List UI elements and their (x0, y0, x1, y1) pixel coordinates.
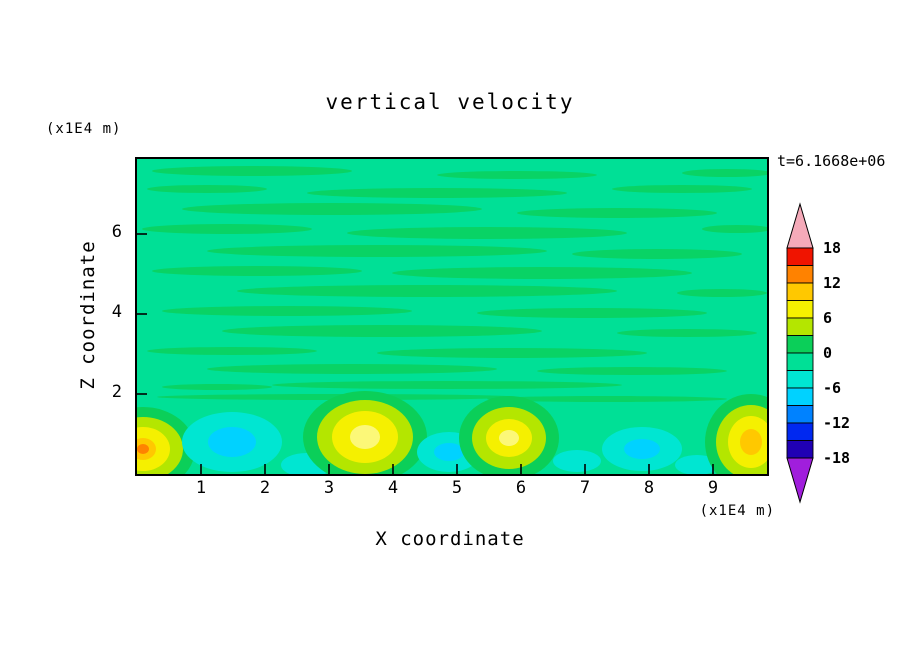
x-tick-label: 8 (643, 478, 655, 498)
velocity-streak (477, 308, 707, 318)
colorbar-band (786, 317, 814, 336)
colorbar-label: -6 (823, 379, 841, 397)
colorbar-label: -12 (823, 414, 850, 432)
velocity-cell-layer (434, 443, 464, 461)
velocity-streak (572, 249, 742, 259)
velocity-streak (487, 396, 727, 402)
colorbar-band (786, 440, 814, 459)
colorbar-band (786, 282, 814, 301)
x-tick-label: 4 (387, 478, 399, 498)
velocity-cell-layer (740, 429, 762, 455)
velocity-streak (162, 384, 272, 390)
velocity-streak (147, 347, 317, 355)
y-axis-unit: (x1E4 m) (46, 121, 122, 137)
colorbar-band (786, 335, 814, 354)
y-tick-label: 4 (111, 302, 122, 322)
velocity-streak (152, 166, 352, 176)
velocity-streak (152, 266, 362, 276)
colorbar-under-arrow (786, 457, 814, 504)
velocity-streak (147, 185, 267, 193)
x-tick-label: 2 (259, 478, 271, 498)
x-tick-label: 3 (323, 478, 335, 498)
velocity-streak (392, 267, 692, 279)
colorbar-label: 6 (823, 309, 832, 327)
x-tick-label: 7 (579, 478, 591, 498)
velocity-cell-layer (553, 450, 601, 472)
colorbar-band (786, 247, 814, 266)
x-tick-label: 5 (451, 478, 463, 498)
colorbar-label: 18 (823, 239, 841, 257)
velocity-streak (347, 227, 627, 239)
velocity-streak (517, 208, 717, 218)
colorbar-band (786, 405, 814, 424)
velocity-streak (677, 289, 767, 297)
time-annotation: t=6.1668e+06 (777, 152, 886, 170)
velocity-cell-layer (208, 427, 256, 457)
velocity-streak (182, 203, 482, 215)
colorbar-band (786, 387, 814, 406)
y-tick-label: 6 (111, 222, 122, 242)
velocity-cell-layer (499, 430, 519, 446)
x-axis-unit: (x1E4 m) (699, 503, 775, 519)
x-axis-label: X coordinate (375, 528, 525, 550)
colorbar: 18 12 6 0 -6 -12 -18 (786, 202, 850, 504)
colorbar-band (786, 352, 814, 371)
velocity-streak (617, 329, 757, 337)
velocity-cell-layer (624, 439, 660, 459)
velocity-streak (702, 225, 767, 233)
velocity-streak (142, 224, 312, 234)
y-tick-label: 2 (111, 382, 122, 402)
colorbar-label: 0 (823, 344, 832, 362)
colorbar-label: 12 (823, 274, 841, 292)
velocity-streak (222, 325, 542, 337)
x-tick-label: 9 (707, 478, 719, 498)
velocity-streak (612, 185, 752, 193)
x-tick-label: 6 (515, 478, 527, 498)
velocity-streak (207, 364, 497, 374)
plot-area (135, 157, 769, 476)
velocity-streak (162, 306, 412, 316)
contour-field (137, 159, 767, 474)
velocity-cell-layer (675, 455, 719, 474)
velocity-streak (537, 367, 727, 375)
velocity-cell-layer (350, 425, 380, 449)
velocity-streak (272, 381, 622, 389)
colorbar-band (786, 370, 814, 389)
colorbar-band (786, 265, 814, 284)
colorbar-band (786, 300, 814, 319)
velocity-streak (437, 171, 597, 179)
velocity-streak (307, 188, 567, 198)
x-tick-label: 1 (195, 478, 207, 498)
plot-title: vertical velocity (325, 90, 575, 114)
velocity-streak (377, 348, 647, 358)
velocity-streak (207, 245, 547, 257)
colorbar-label: -18 (823, 449, 850, 467)
velocity-cell-layer (137, 444, 149, 454)
velocity-streak (237, 285, 617, 297)
colorbar-over-arrow (786, 202, 814, 249)
velocity-streak (682, 169, 767, 177)
colorbar-band (786, 422, 814, 441)
